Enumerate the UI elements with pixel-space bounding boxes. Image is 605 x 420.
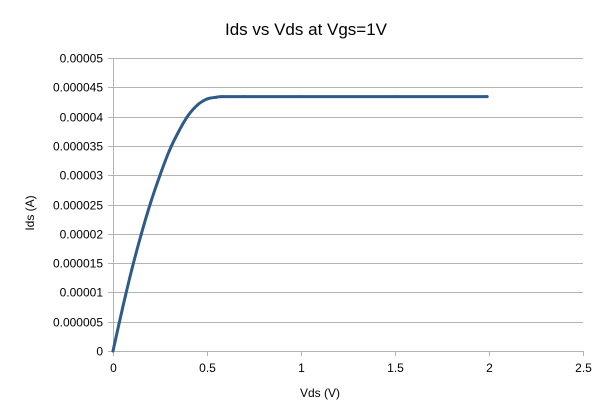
y-tick-labels: 0 0.000005 0.00001 0.000015 0.00002 0.000025 0… xyxy=(53,52,103,359)
gridlines xyxy=(113,58,583,352)
data-point xyxy=(139,232,143,236)
y-tick-label: 0.000025 xyxy=(53,199,103,213)
chart-title: Ids vs Vds at Vgs=1V xyxy=(225,20,388,39)
series-line xyxy=(111,95,489,353)
y-tick-label: 0.00002 xyxy=(60,228,104,242)
axes xyxy=(108,58,584,356)
series-layer xyxy=(111,95,489,353)
data-point xyxy=(130,268,134,272)
data-point xyxy=(243,95,247,99)
data-point xyxy=(214,95,218,99)
x-tick-label: 2.5 xyxy=(575,361,592,375)
data-point xyxy=(111,349,115,353)
x-tick-labels: 0 0.5 1 1.5 2 2.5 xyxy=(110,361,592,375)
data-point xyxy=(149,201,153,205)
x-tick-label: 0.5 xyxy=(199,361,216,375)
data-point xyxy=(196,103,200,107)
y-tick-label: 0.000005 xyxy=(53,316,103,330)
y-tick-label: 0.00005 xyxy=(60,52,104,66)
y-tick-label: 0.000035 xyxy=(53,140,103,154)
data-point xyxy=(158,173,162,177)
y-tick-label: 0.00001 xyxy=(60,286,104,300)
data-point xyxy=(299,95,303,99)
data-point xyxy=(393,95,397,99)
x-tick-label: 2 xyxy=(486,361,493,375)
data-point xyxy=(205,97,209,101)
y-tick-label: 0 xyxy=(96,345,103,359)
data-point xyxy=(177,129,181,133)
data-point xyxy=(220,95,224,99)
y-axis-label: Ids (A) xyxy=(23,195,37,230)
data-point xyxy=(186,113,190,117)
x-tick-label: 1.5 xyxy=(387,361,404,375)
data-point xyxy=(485,95,489,99)
y-tick-label: 0.00003 xyxy=(60,169,104,183)
x-axis-label: Vds (V) xyxy=(300,386,340,400)
y-tick-label: 0.00004 xyxy=(60,111,104,125)
data-point xyxy=(120,307,124,311)
x-tick-label: 0 xyxy=(110,361,117,375)
y-tick-label: 0.000045 xyxy=(53,81,103,95)
x-tick-label: 1 xyxy=(298,361,305,375)
y-tick-label: 0.000015 xyxy=(53,257,103,271)
data-point xyxy=(167,149,171,153)
